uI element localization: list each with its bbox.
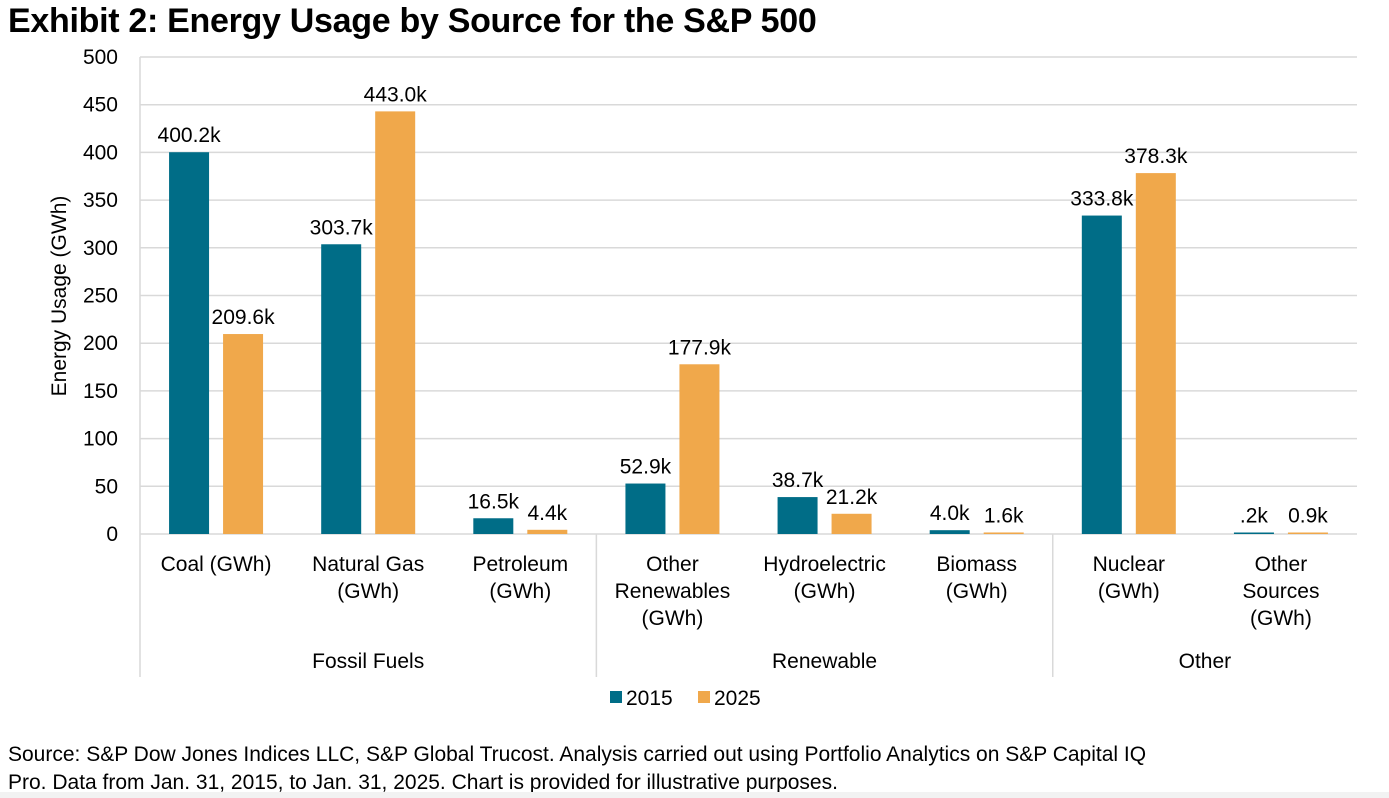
legend-label-2015: 2015 bbox=[626, 687, 673, 710]
data-label-2015: .2k bbox=[1240, 505, 1269, 528]
y-tick-label: 250 bbox=[83, 285, 118, 308]
category-label: (GWh) bbox=[1250, 607, 1312, 630]
data-label-2015: 400.2k bbox=[158, 124, 222, 147]
data-label-2025: 0.9k bbox=[1288, 505, 1328, 528]
y-tick-label: 300 bbox=[83, 237, 118, 260]
category-label: Sources bbox=[1242, 580, 1319, 603]
data-label-2025: 177.9k bbox=[668, 336, 732, 359]
bar-2025 bbox=[983, 532, 1024, 534]
data-label-2025: 443.0k bbox=[364, 83, 428, 106]
data-label-2015: 333.8k bbox=[1070, 188, 1134, 211]
category-label: (GWh) bbox=[489, 580, 551, 603]
bar-2015 bbox=[1233, 532, 1274, 534]
y-tick-label: 50 bbox=[95, 475, 118, 498]
data-label-2015: 303.7k bbox=[310, 216, 374, 239]
bar-2025 bbox=[1135, 173, 1176, 534]
axes: 0 50 100 150 200 250 300 350 400 450 500 bbox=[83, 46, 1054, 677]
group-label: Other bbox=[1179, 650, 1232, 673]
y-tick-label: 400 bbox=[83, 141, 118, 164]
bar-2015 bbox=[169, 152, 210, 534]
bar-2025 bbox=[831, 513, 872, 534]
category-label: Coal (GWh) bbox=[161, 553, 272, 576]
bar-2015 bbox=[625, 483, 666, 534]
category-label: Nuclear bbox=[1093, 553, 1165, 576]
category-label: (GWh) bbox=[794, 580, 856, 603]
bar-2015 bbox=[321, 244, 362, 534]
y-tick-label: 0 bbox=[106, 523, 118, 546]
y-tick-label: 350 bbox=[83, 189, 118, 212]
bar-2015 bbox=[777, 497, 818, 534]
y-tick-label: 450 bbox=[83, 94, 118, 117]
bar-2025 bbox=[223, 334, 264, 534]
source-line-2: Pro. Data from Jan. 31, 2015, to Jan. 31… bbox=[8, 771, 838, 794]
bars bbox=[169, 111, 1328, 535]
legend-swatch-2015 bbox=[610, 691, 622, 703]
data-label-2025: 1.6k bbox=[984, 504, 1024, 527]
y-axis-title: Energy Usage (GWh) bbox=[48, 196, 71, 397]
data-labels: 400.2k 209.6k 303.7k 443.0k 16.5k 4.4k 52.9k 17… bbox=[158, 83, 1329, 527]
data-label-2025: 209.6k bbox=[212, 306, 276, 329]
category-label: (GWh) bbox=[642, 607, 704, 630]
bar-2015 bbox=[473, 518, 514, 534]
legend-label-2025: 2025 bbox=[714, 687, 761, 710]
data-label-2025: 378.3k bbox=[1124, 145, 1188, 168]
data-label-2015: 4.0k bbox=[930, 502, 970, 525]
source-line-1: Source: S&P Dow Jones Indices LLC, S&P G… bbox=[8, 743, 1147, 766]
category-label: Hydroelectric bbox=[763, 553, 886, 576]
category-label: (GWh) bbox=[946, 580, 1008, 603]
legend: 2015 2025 bbox=[610, 687, 761, 710]
data-label-2015: 16.5k bbox=[468, 490, 520, 513]
group-label: Fossil Fuels bbox=[312, 650, 424, 673]
y-tick-label: 200 bbox=[83, 332, 118, 355]
bar-2025 bbox=[375, 111, 416, 535]
y-tick-label: 100 bbox=[83, 428, 118, 451]
bar-chart: 0 50 100 150 200 250 300 350 400 450 500 400.2k 209… bbox=[48, 46, 1357, 710]
bar-2025 bbox=[527, 529, 568, 534]
chart-title: Exhibit 2: Energy Usage by Source for th… bbox=[8, 2, 817, 40]
category-label: Natural Gas bbox=[312, 553, 424, 576]
group-label: Renewable bbox=[772, 650, 877, 673]
legend-swatch-2025 bbox=[698, 691, 710, 703]
category-label: Other bbox=[646, 553, 699, 576]
data-label-2025: 21.2k bbox=[826, 486, 878, 509]
bar-2025 bbox=[1287, 532, 1328, 534]
y-tick-label: 500 bbox=[83, 46, 118, 69]
footer-strip bbox=[0, 792, 1389, 798]
category-label: Biomass bbox=[936, 553, 1017, 576]
category-label: (GWh) bbox=[337, 580, 399, 603]
y-tick-label: 150 bbox=[83, 380, 118, 403]
bar-2025 bbox=[679, 364, 720, 534]
category-label: Petroleum bbox=[472, 553, 568, 576]
data-label-2015: 52.9k bbox=[620, 456, 672, 479]
bar-2015 bbox=[929, 530, 970, 534]
data-label-2025: 4.4k bbox=[527, 502, 567, 525]
source-note: Source: S&P Dow Jones Indices LLC, S&P G… bbox=[8, 741, 1378, 797]
category-label: Renewables bbox=[615, 580, 731, 603]
category-label: (GWh) bbox=[1098, 580, 1160, 603]
category-labels: Fossil Fuels Renewable Other Coal (GWh) Natu… bbox=[161, 553, 1320, 673]
bar-2015 bbox=[1081, 215, 1122, 534]
category-label: Other bbox=[1255, 553, 1308, 576]
data-label-2015: 38.7k bbox=[772, 469, 824, 492]
